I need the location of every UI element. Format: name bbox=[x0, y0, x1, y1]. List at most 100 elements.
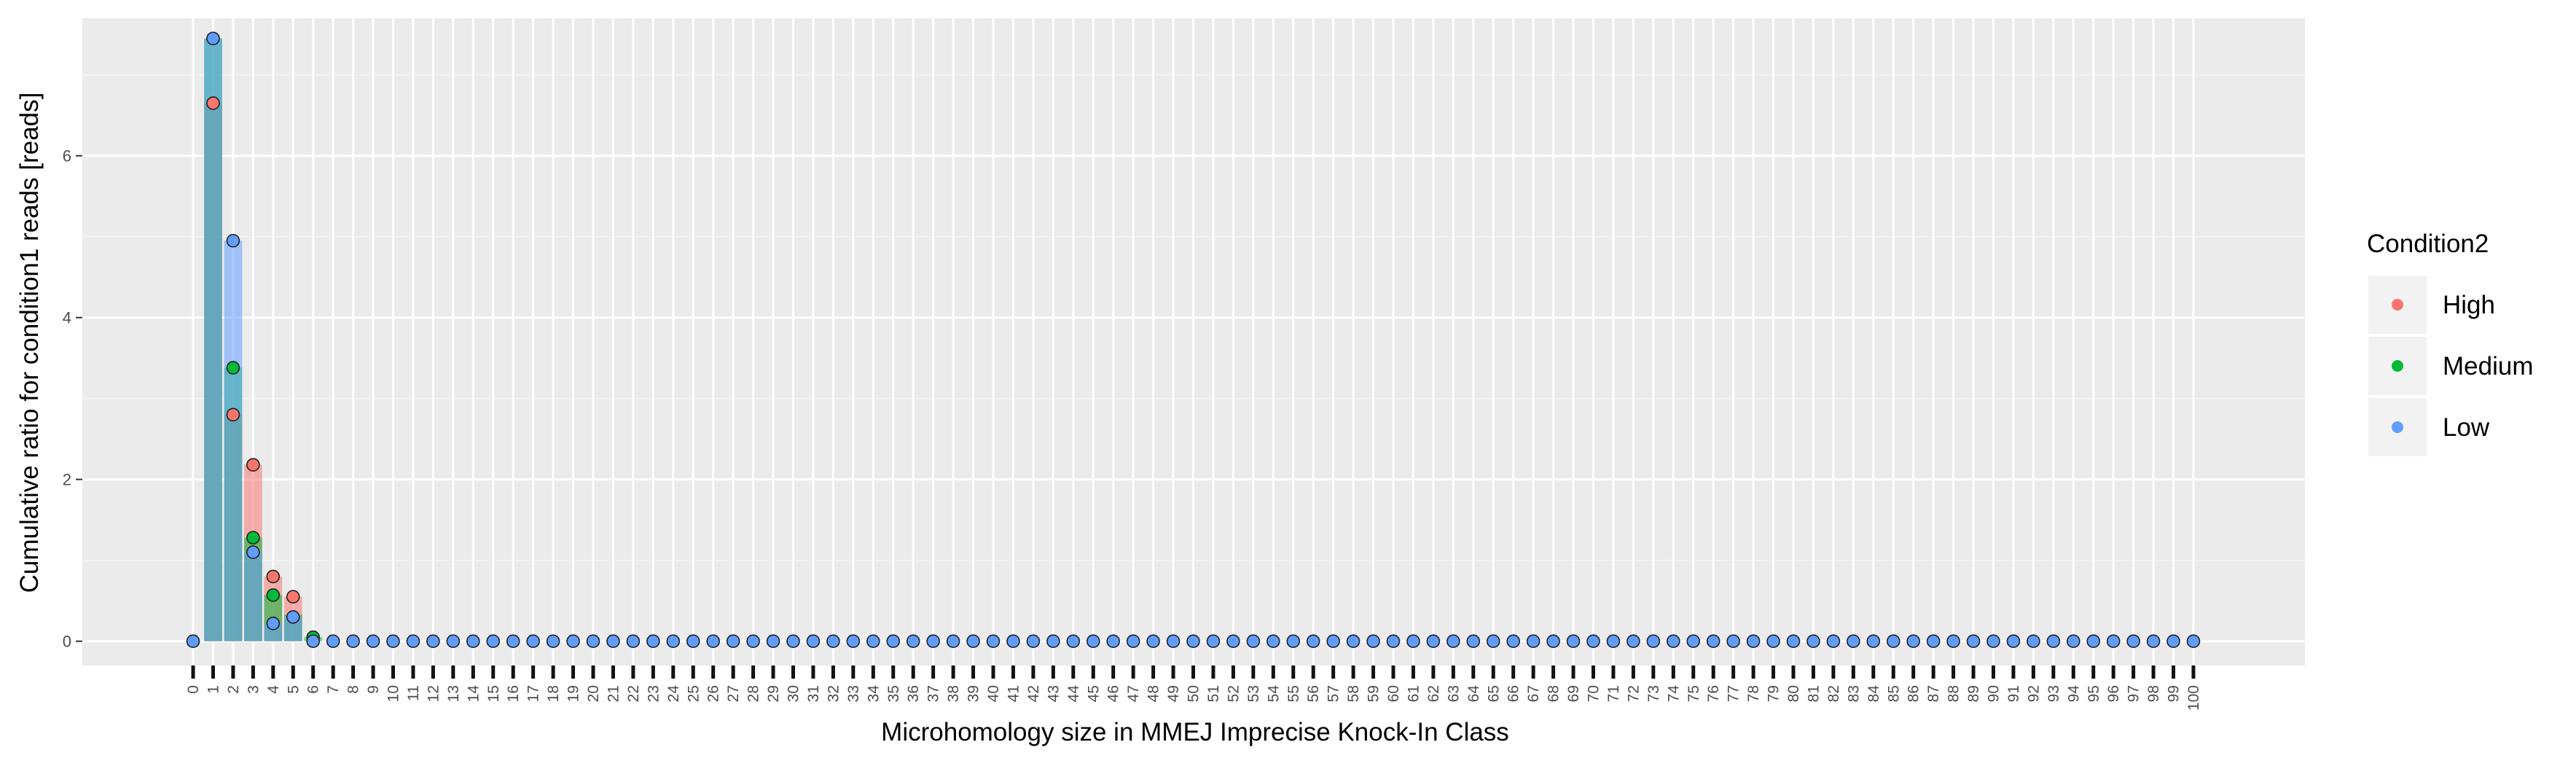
point-low bbox=[1766, 634, 1780, 649]
x-tick-label: 57 bbox=[1326, 685, 1342, 702]
point-low bbox=[486, 634, 501, 649]
point-low bbox=[846, 634, 861, 649]
point-low bbox=[1226, 634, 1240, 649]
point-low bbox=[746, 634, 760, 649]
point-low bbox=[686, 634, 700, 649]
x-tick-label: 84 bbox=[1866, 685, 1882, 703]
x-tick-label: 71 bbox=[1605, 685, 1622, 702]
point-low bbox=[246, 545, 260, 559]
x-tick-label: 93 bbox=[2045, 685, 2062, 702]
point-low bbox=[406, 634, 420, 649]
x-tick-label: 82 bbox=[1825, 685, 1842, 702]
y-tick-label: 6 bbox=[63, 147, 71, 165]
x-tick-label: 85 bbox=[1885, 685, 1902, 702]
point-medium bbox=[226, 361, 240, 375]
point-low bbox=[1066, 634, 1081, 649]
point-low bbox=[1847, 634, 1860, 649]
x-tick-label: 55 bbox=[1285, 685, 1302, 702]
x-tick-label: 35 bbox=[885, 685, 902, 702]
point-low bbox=[706, 634, 721, 649]
point-low bbox=[1826, 634, 1841, 649]
x-tick-label: 51 bbox=[1205, 685, 1222, 702]
points bbox=[186, 31, 2201, 649]
x-tick-label: 40 bbox=[985, 685, 1002, 702]
x-tick-label: 89 bbox=[1965, 685, 1982, 702]
point-low bbox=[1586, 634, 1600, 649]
x-tick-label: 46 bbox=[1105, 685, 1122, 702]
x-tick-label: 19 bbox=[565, 685, 582, 702]
x-tick-label: 83 bbox=[1845, 685, 1862, 702]
x-tick-label: 18 bbox=[545, 685, 562, 702]
point-low bbox=[366, 634, 380, 649]
bar-low bbox=[243, 552, 262, 641]
x-tick-label: 56 bbox=[1305, 685, 1322, 702]
x-tick-label: 5 bbox=[285, 685, 302, 694]
x-tick-label: 10 bbox=[385, 685, 402, 702]
x-tick-label: 20 bbox=[585, 685, 602, 702]
x-tick-label: 63 bbox=[1445, 685, 1462, 702]
point-low bbox=[2146, 634, 2161, 649]
point-low bbox=[326, 634, 340, 649]
x-tick-label: 38 bbox=[945, 685, 962, 702]
x-tick-label: 48 bbox=[1146, 685, 1162, 702]
point-low bbox=[386, 634, 400, 649]
x-tick-label: 26 bbox=[705, 685, 722, 702]
point-low bbox=[946, 634, 960, 649]
point-low bbox=[2046, 634, 2061, 649]
point-low bbox=[806, 634, 821, 649]
point-low bbox=[2067, 634, 2080, 649]
point-low bbox=[1366, 634, 1380, 649]
point-low bbox=[2027, 634, 2040, 649]
x-tick-label: 32 bbox=[825, 685, 842, 702]
point-low bbox=[966, 634, 980, 649]
x-tick-label: 29 bbox=[765, 685, 782, 702]
point-low bbox=[566, 634, 580, 649]
x-tick-label: 7 bbox=[325, 685, 342, 694]
point-low bbox=[1466, 634, 1481, 649]
x-tick-label: 8 bbox=[345, 685, 362, 694]
x-tick-label: 45 bbox=[1085, 685, 1102, 702]
y-tick-label: 2 bbox=[63, 471, 71, 489]
point-low bbox=[266, 616, 281, 631]
point-low bbox=[506, 634, 520, 649]
point-low bbox=[2186, 634, 2201, 649]
point-low bbox=[1486, 634, 1500, 649]
point-low bbox=[1506, 634, 1520, 649]
point-low bbox=[2006, 634, 2021, 649]
x-tick-label: 30 bbox=[786, 685, 802, 702]
point-low bbox=[1606, 634, 1621, 649]
point-low bbox=[926, 634, 940, 649]
x-tick-label: 88 bbox=[1946, 685, 1962, 702]
x-tick-label: 80 bbox=[1785, 685, 1802, 702]
x-tick-label: 76 bbox=[1705, 685, 1722, 702]
point-low bbox=[2126, 634, 2140, 649]
point-low bbox=[2086, 634, 2101, 649]
x-tick-label: 75 bbox=[1686, 685, 1702, 702]
x-tick-label: 21 bbox=[605, 685, 622, 702]
x-tick-label: 78 bbox=[1745, 685, 1762, 702]
y-tick-label: 0 bbox=[63, 633, 71, 651]
y-tick-label: 4 bbox=[63, 309, 71, 327]
x-tick-label: 37 bbox=[925, 685, 942, 702]
x-tick-label: 0 bbox=[185, 685, 202, 694]
x-tick-label: 52 bbox=[1225, 685, 1242, 702]
legend-title: Condition2 bbox=[2367, 230, 2489, 258]
x-tick-label: 41 bbox=[1005, 685, 1022, 702]
x-tick-label: 39 bbox=[966, 685, 982, 702]
point-low bbox=[1026, 634, 1041, 649]
x-tick-label: 60 bbox=[1385, 685, 1402, 702]
x-tick-label: 96 bbox=[2105, 685, 2122, 702]
x-tick-label: 86 bbox=[1906, 685, 1922, 702]
x-tick-label: 94 bbox=[2065, 685, 2082, 703]
x-tick-label: 27 bbox=[725, 685, 742, 702]
point-high bbox=[226, 407, 240, 422]
x-tick-label: 92 bbox=[2025, 685, 2042, 702]
x-tick-label: 67 bbox=[1525, 685, 1542, 702]
point-low bbox=[1667, 634, 1680, 649]
x-tick-label: 79 bbox=[1766, 685, 1782, 702]
x-tick-label: 87 bbox=[1925, 685, 1942, 702]
point-low bbox=[2166, 634, 2180, 649]
point-low bbox=[1306, 634, 1320, 649]
x-tick-label: 1 bbox=[205, 685, 222, 694]
